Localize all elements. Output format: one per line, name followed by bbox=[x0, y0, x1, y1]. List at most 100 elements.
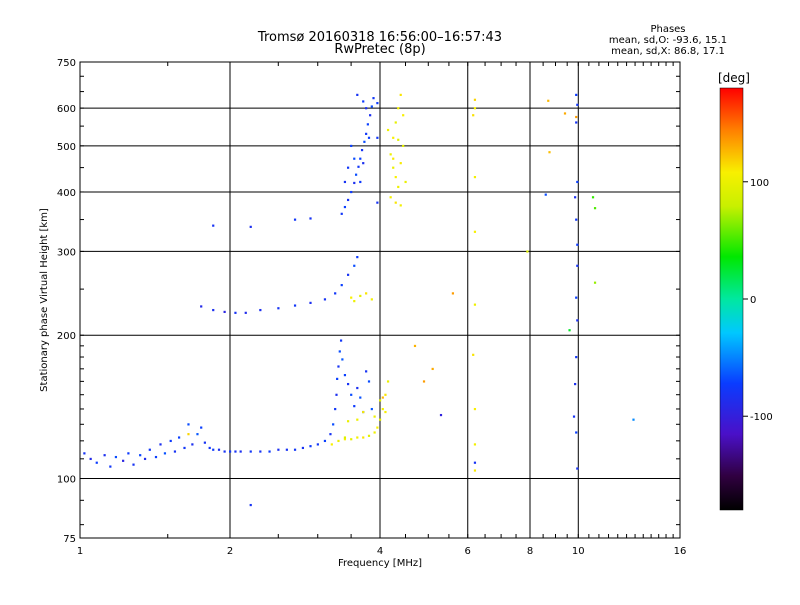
x-mode-point bbox=[376, 426, 379, 429]
o-mode-point bbox=[187, 423, 190, 426]
stats-x-mode: mean, sd,X: 86.8, 17.1 bbox=[611, 46, 725, 57]
x-mode-point bbox=[593, 207, 597, 210]
o-mode-point bbox=[309, 217, 312, 220]
o-mode-point bbox=[332, 423, 335, 426]
x-mode-point bbox=[350, 296, 353, 299]
x-mode-point bbox=[473, 230, 477, 233]
x-mode-point bbox=[431, 367, 434, 371]
o-mode-point bbox=[370, 407, 373, 411]
x-mode-point bbox=[337, 439, 340, 443]
x-mode-point bbox=[367, 434, 371, 437]
x-mode-point bbox=[394, 175, 397, 179]
o-mode-point bbox=[200, 426, 203, 429]
o-mode-point bbox=[169, 439, 172, 443]
o-mode-point bbox=[159, 443, 162, 446]
o-mode-point bbox=[350, 190, 353, 194]
x-mode-point bbox=[473, 303, 477, 306]
x-mode-point bbox=[343, 438, 347, 441]
o-mode-point bbox=[353, 157, 356, 160]
x-mode-point bbox=[402, 114, 405, 117]
o-mode-point bbox=[356, 256, 359, 259]
x-axis-label: Frequency [MHz] bbox=[338, 558, 422, 569]
o-mode-point bbox=[575, 93, 578, 96]
o-mode-point bbox=[574, 196, 577, 199]
o-mode-point bbox=[575, 431, 578, 434]
x-mode-point bbox=[362, 410, 365, 414]
o-mode-point bbox=[376, 201, 379, 204]
x-mode-point bbox=[397, 107, 400, 110]
x-mode-point bbox=[568, 329, 571, 332]
o-mode-point bbox=[293, 448, 297, 451]
o-mode-point bbox=[369, 114, 372, 117]
x-mode-point bbox=[548, 151, 551, 154]
colorbar-label: [deg] bbox=[718, 71, 750, 85]
o-mode-point bbox=[334, 407, 337, 411]
x-tick-label: 1 bbox=[77, 546, 83, 557]
o-mode-point bbox=[341, 358, 344, 361]
o-mode-point bbox=[366, 123, 369, 126]
o-mode-point bbox=[301, 446, 305, 450]
x-mode-point bbox=[384, 393, 387, 396]
o-mode-point bbox=[363, 140, 366, 143]
o-mode-point bbox=[376, 136, 379, 139]
x-mode-point bbox=[386, 128, 390, 132]
o-mode-point bbox=[234, 450, 237, 453]
x-mode-point bbox=[392, 166, 395, 169]
x-mode-point bbox=[346, 420, 350, 423]
o-mode-point bbox=[285, 448, 288, 451]
x-mode-point bbox=[563, 112, 567, 115]
x-mode-point bbox=[392, 136, 395, 139]
colorbar-ticks: 100 0 -100 bbox=[743, 178, 773, 423]
stats-heading: Phases bbox=[650, 24, 685, 35]
o-mode-point bbox=[329, 433, 332, 436]
x-mode-point bbox=[575, 115, 578, 119]
o-mode-point bbox=[109, 465, 112, 468]
x-mode-point bbox=[365, 292, 368, 295]
o-mode-point bbox=[576, 180, 579, 184]
o-mode-point bbox=[346, 198, 350, 202]
grid-lines bbox=[79, 61, 681, 539]
o-mode-point bbox=[259, 308, 262, 312]
y-tick-label: 600 bbox=[57, 104, 76, 115]
o-mode-point bbox=[370, 105, 373, 108]
o-mode-point bbox=[356, 386, 359, 390]
o-mode-point bbox=[346, 273, 350, 276]
x-mode-point bbox=[379, 399, 382, 402]
o-mode-point bbox=[223, 450, 226, 453]
o-mode-point bbox=[196, 433, 199, 436]
o-mode-point bbox=[632, 418, 635, 421]
x-mode-point bbox=[413, 344, 417, 348]
stats-o-mode: mean, sd,O: -93.6, 15.1 bbox=[609, 35, 727, 46]
o-mode-point bbox=[217, 448, 221, 451]
o-mode-point bbox=[365, 132, 368, 135]
o-mode-point bbox=[203, 441, 206, 444]
o-mode-point bbox=[249, 225, 252, 228]
o-mode-point bbox=[249, 450, 252, 453]
o-mode-point bbox=[323, 298, 327, 301]
o-mode-point bbox=[234, 311, 237, 314]
x-mode-point bbox=[473, 407, 477, 411]
o-mode-point bbox=[309, 445, 312, 448]
y-tick-label: 200 bbox=[57, 331, 76, 342]
x-mode-point bbox=[394, 121, 397, 124]
o-mode-point bbox=[103, 454, 106, 457]
x-mode-point bbox=[473, 469, 477, 472]
o-mode-point bbox=[208, 446, 211, 450]
y-tick-label: 400 bbox=[57, 188, 76, 199]
o-mode-point bbox=[350, 393, 353, 396]
o-mode-point bbox=[122, 459, 125, 462]
x-mode-point bbox=[399, 162, 402, 165]
x-mode-point bbox=[373, 415, 376, 418]
y-tick-label: 750 bbox=[57, 58, 76, 69]
x-mode-point bbox=[394, 201, 397, 204]
o-mode-point bbox=[473, 461, 477, 464]
o-mode-point bbox=[574, 382, 577, 386]
y-tick-label: 75 bbox=[63, 534, 76, 545]
x-mode-point bbox=[399, 93, 402, 96]
o-mode-point bbox=[353, 405, 356, 408]
o-mode-point bbox=[212, 224, 215, 227]
x-tick-label: 8 bbox=[527, 546, 533, 557]
o-mode-point bbox=[249, 503, 252, 507]
o-mode-point bbox=[354, 173, 358, 176]
